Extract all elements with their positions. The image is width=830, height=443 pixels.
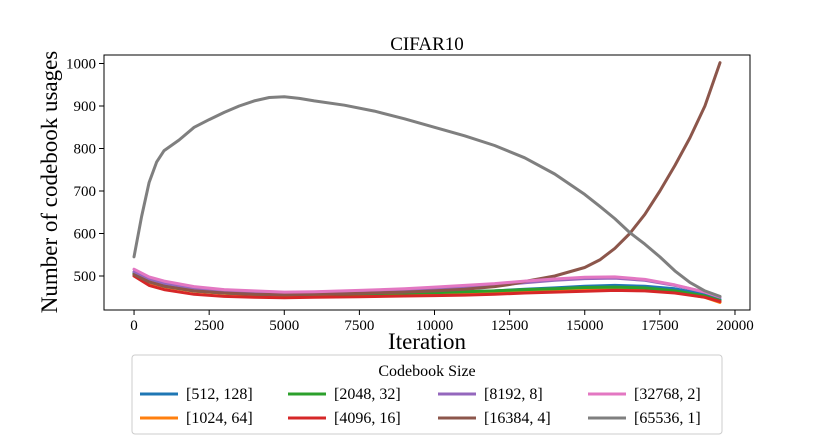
legend-label-4: [8192, 8] — [484, 386, 543, 403]
x-tick-label: 2500 — [194, 318, 224, 334]
legend-label-6: [32768, 2] — [634, 386, 701, 403]
x-tick-label: 20000 — [716, 318, 754, 334]
axes-frame — [103, 54, 751, 311]
chart-title: CIFAR10 — [390, 34, 464, 55]
series-line-5 — [132, 61, 722, 297]
y-tick-label: 700 — [74, 184, 97, 200]
legend-items: [512, 128] [1024, 64] [2048, 32] [4096, 16]… — [140, 386, 701, 427]
legend-label-0: [512, 128] — [186, 386, 253, 403]
plot-area: 0 2500 5000 7500 10000 12500 15000 17500 20000 5… — [66, 54, 754, 334]
series-line-3 — [132, 274, 722, 303]
y-tick-label: 600 — [74, 227, 97, 243]
series-layer — [132, 61, 722, 304]
series-line-7 — [132, 95, 722, 298]
legend-label-3: [4096, 16] — [334, 410, 401, 427]
legend: Codebook Size [512, 128] [1024, 64] [2048,… — [131, 354, 723, 435]
legend-label-5: [16384, 4] — [484, 410, 551, 427]
y-tick-label: 900 — [74, 99, 97, 115]
y-tick-label: 800 — [74, 142, 97, 158]
x-tick-label: 5000 — [269, 318, 299, 334]
x-tick-label: 10000 — [416, 318, 454, 334]
legend-label-1: [1024, 64] — [186, 410, 253, 427]
x-tick-label: 15000 — [566, 318, 604, 334]
y-tick-label: 1000 — [66, 57, 96, 73]
x-tick-label: 17500 — [641, 318, 679, 334]
y-tick-label: 500 — [74, 269, 97, 285]
series-line-6 — [132, 267, 722, 299]
y-axis-ticks: 500 600 700 800 900 1000 — [66, 57, 104, 285]
y-axis-label: Number of codebook usages — [37, 51, 62, 314]
x-tick-label: 7500 — [344, 318, 374, 334]
legend-label-7: [65536, 1] — [634, 410, 701, 427]
legend-title: Codebook Size — [378, 363, 475, 380]
x-axis-ticks: 0 2500 5000 7500 10000 12500 15000 17500 20000 — [130, 310, 754, 334]
legend-frame — [131, 354, 723, 435]
x-tick-label: 12500 — [491, 318, 529, 334]
x-axis-label: Iteration — [388, 329, 466, 354]
x-tick-label: 0 — [130, 318, 138, 334]
legend-label-2: [2048, 32] — [334, 386, 401, 403]
